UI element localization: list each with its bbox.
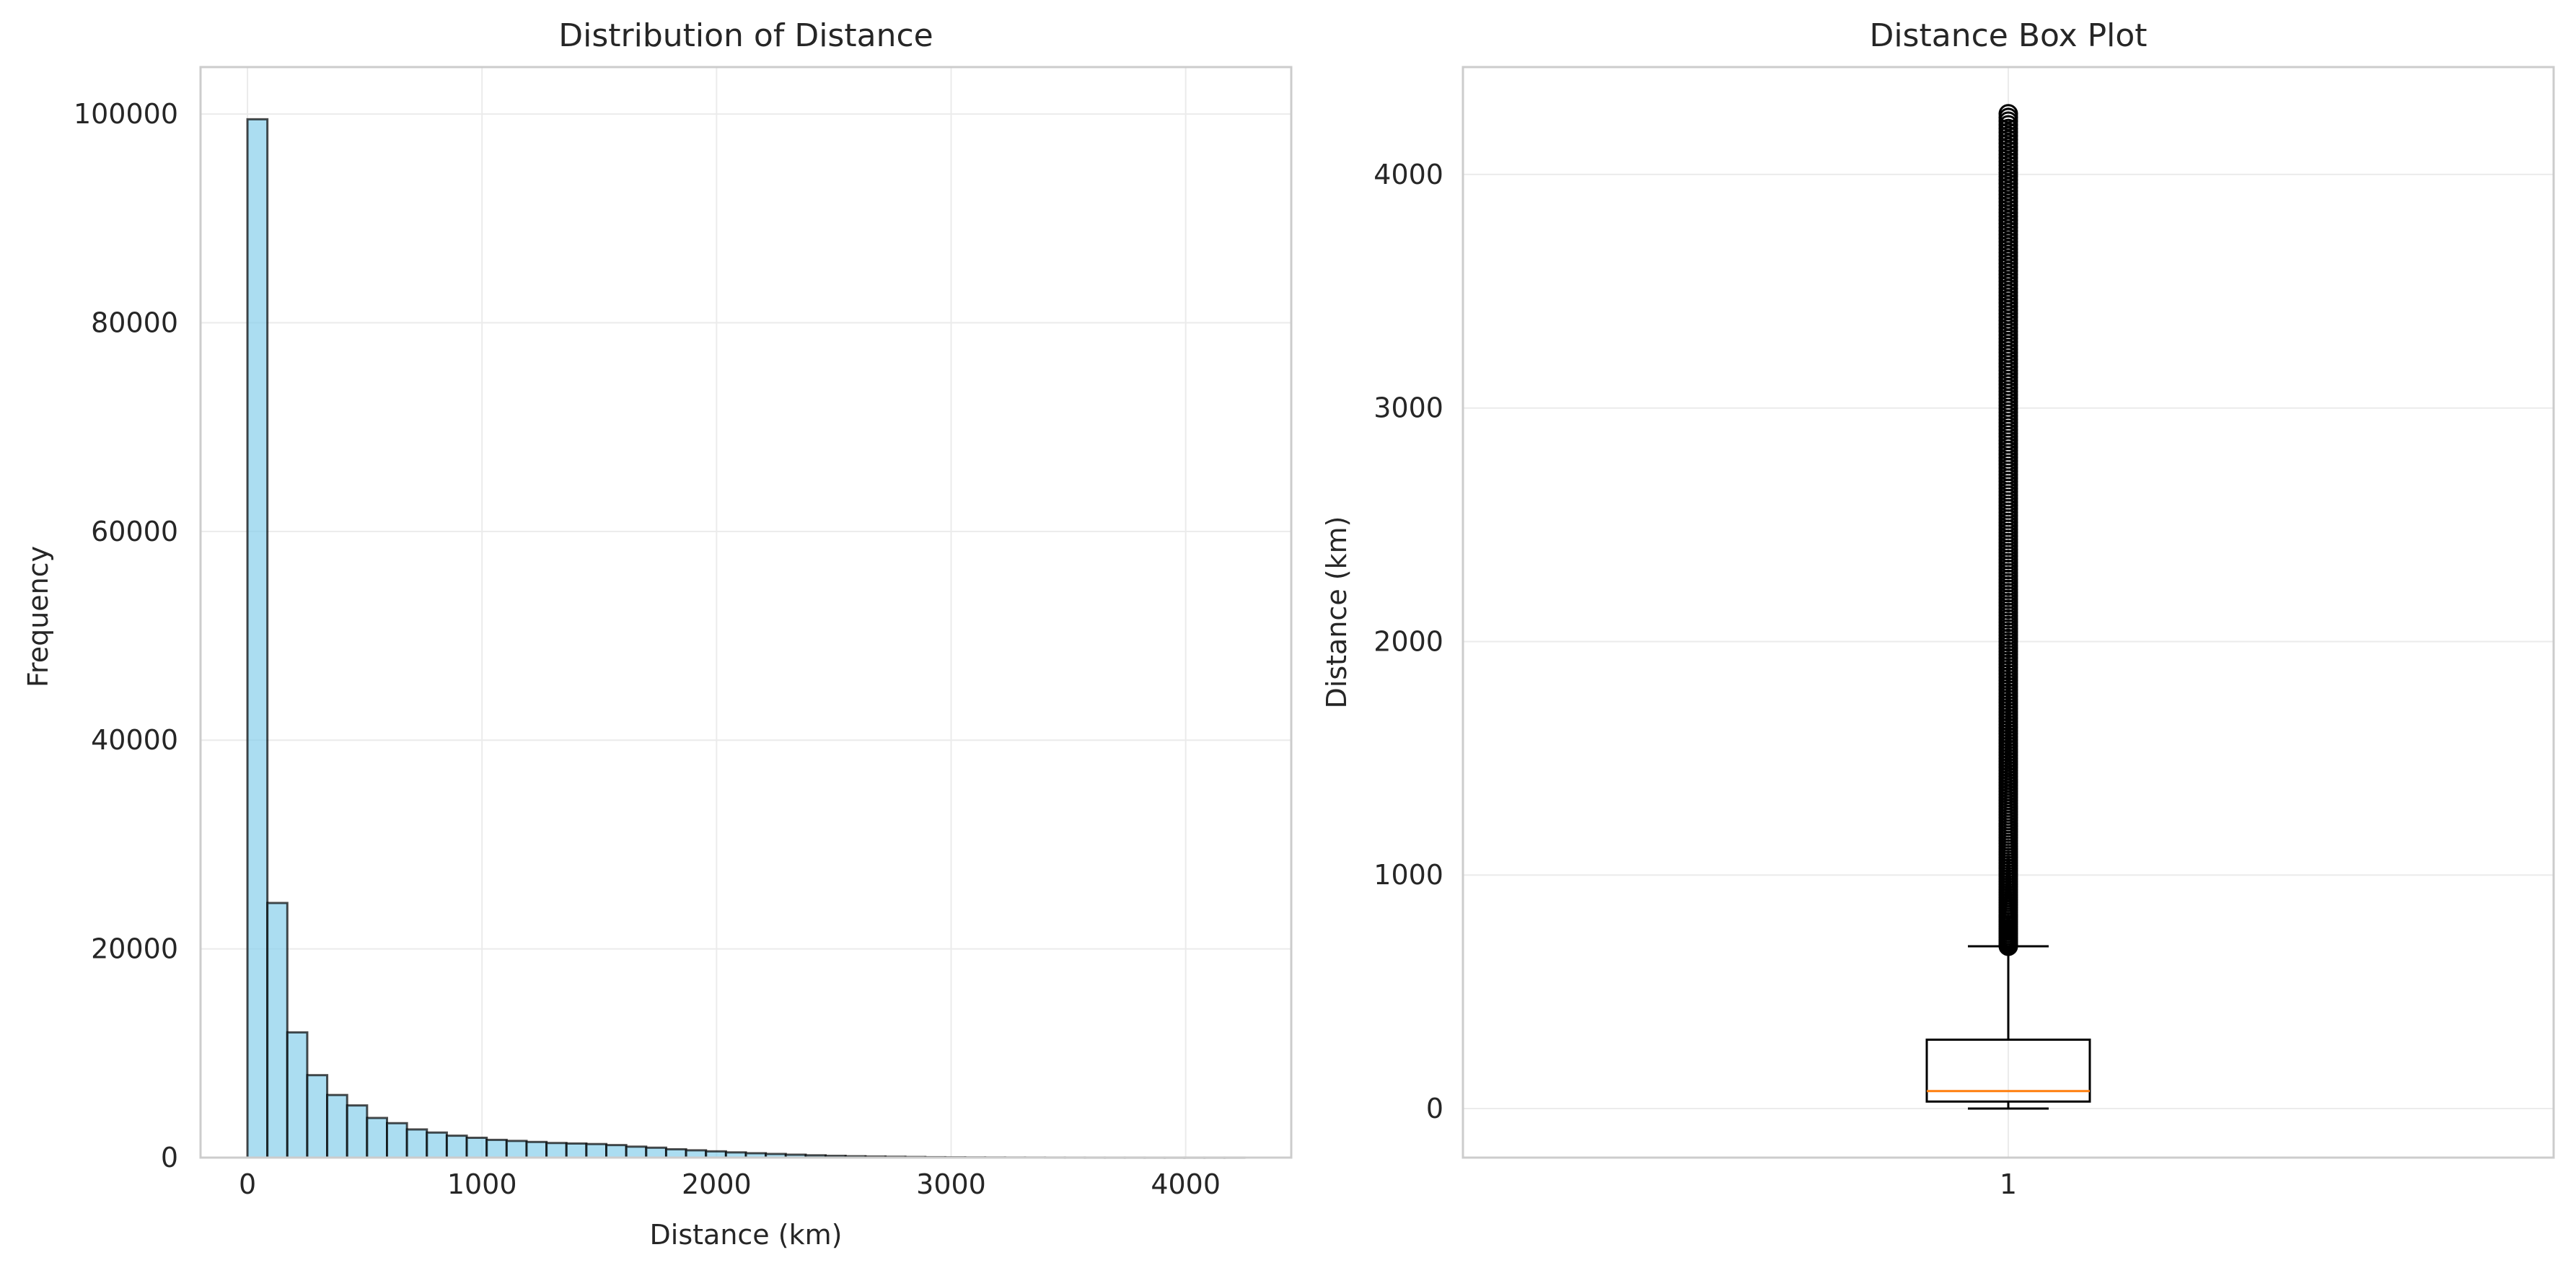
boxplot-y-tick-label: 1000 xyxy=(1373,859,1443,891)
histogram-bar xyxy=(366,1116,389,1159)
boxplot-x-ticks: 1 xyxy=(2000,1168,2017,1200)
boxplot-box xyxy=(1925,1038,2091,1103)
histogram-panel: 0 1000 2000 3000 4000 0 20000 40000 60000 80000 1… xyxy=(22,17,1293,1251)
histogram-y-tick-label: 80000 xyxy=(91,307,178,338)
histogram-bar xyxy=(585,1142,608,1159)
histogram-bar xyxy=(405,1128,428,1159)
histogram-bar xyxy=(286,1031,309,1159)
histogram-bar xyxy=(266,902,289,1159)
histogram-x-tick-label: 2000 xyxy=(682,1168,752,1200)
histogram-bar xyxy=(346,1104,369,1159)
histogram-x-tick-label: 4000 xyxy=(1151,1168,1221,1200)
boxplot-y-tick-label: 4000 xyxy=(1373,159,1443,190)
boxplot-title: Distance Box Plot xyxy=(1869,17,2147,54)
boxplot-y-tick-label: 0 xyxy=(1426,1093,1443,1124)
boxplot-frame xyxy=(1461,66,2555,1159)
histogram-bar xyxy=(465,1137,488,1159)
histogram-x-tick-label: 1000 xyxy=(447,1168,517,1200)
histogram-bar xyxy=(605,1144,628,1159)
histogram-bar xyxy=(685,1149,708,1159)
histogram-x-ticks: 0 1000 2000 3000 4000 xyxy=(239,1168,1221,1200)
boxplot-outlier xyxy=(1998,104,2018,124)
histogram-bar xyxy=(246,118,269,1159)
histogram-y-tick-label: 0 xyxy=(161,1142,178,1173)
boxplot-outliers xyxy=(1998,104,2018,956)
histogram-bar xyxy=(645,1146,667,1159)
histogram-bar xyxy=(625,1145,648,1159)
histogram-bar xyxy=(545,1142,568,1159)
histogram-y-tick-label: 20000 xyxy=(91,933,178,965)
histogram-x-tick-label: 3000 xyxy=(916,1168,986,1200)
boxplot-y-tick-label: 2000 xyxy=(1373,625,1443,657)
histogram-bar xyxy=(565,1142,588,1159)
histogram-y-tick-label: 40000 xyxy=(91,724,178,756)
boxplot-panel: 1 0 1000 2000 3000 4000 Distance Box Plot Di… xyxy=(1321,17,2555,1200)
histogram-bar xyxy=(485,1138,508,1159)
histogram-x-tick-label: 0 xyxy=(239,1168,256,1200)
boxplot-x-tick-label: 1 xyxy=(2000,1168,2017,1200)
histogram-bar xyxy=(525,1140,548,1159)
boxplot-marks xyxy=(1925,104,2091,1110)
histogram-y-tick-label: 100000 xyxy=(74,98,178,130)
histogram-x-axis-label: Distance (km) xyxy=(650,1219,843,1251)
histogram-bar xyxy=(306,1074,329,1159)
boxplot-y-axis-label: Distance (km) xyxy=(1321,516,1353,709)
histogram-y-tick-label: 60000 xyxy=(91,516,178,547)
histogram-title: Distribution of Distance xyxy=(558,17,933,54)
histogram-bar xyxy=(426,1131,448,1159)
boxplot-y-tick-label: 3000 xyxy=(1373,392,1443,424)
histogram-frame xyxy=(199,66,1293,1159)
histogram-y-ticks: 0 20000 40000 60000 80000 100000 xyxy=(74,98,178,1173)
histogram-bar xyxy=(386,1122,408,1159)
histogram-bar xyxy=(445,1135,468,1159)
histogram-bar xyxy=(326,1093,348,1159)
histogram-bar xyxy=(664,1148,687,1159)
histogram-y-axis-label: Frequency xyxy=(22,546,54,687)
boxplot-y-ticks: 0 1000 2000 3000 4000 xyxy=(1373,159,1443,1124)
histogram-bar xyxy=(505,1140,528,1159)
